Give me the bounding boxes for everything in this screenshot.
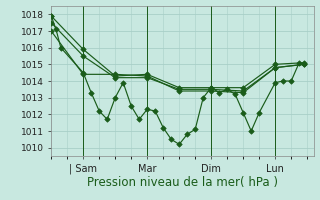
X-axis label: Pression niveau de la mer( hPa ): Pression niveau de la mer( hPa )	[87, 176, 278, 189]
